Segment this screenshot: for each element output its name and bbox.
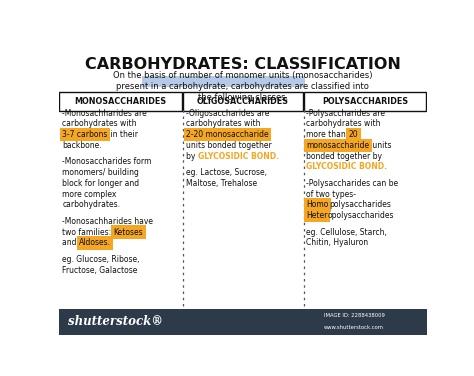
FancyBboxPatch shape xyxy=(303,92,426,111)
Text: -Polysaccharides are: -Polysaccharides are xyxy=(307,109,385,118)
Text: 3-7 carbons: 3-7 carbons xyxy=(62,130,108,139)
Text: units bonded together: units bonded together xyxy=(186,141,272,150)
Text: eg. Cellulose, Starch,: eg. Cellulose, Starch, xyxy=(307,227,387,237)
Text: backbone.: backbone. xyxy=(62,141,102,150)
Text: in their: in their xyxy=(108,130,137,139)
FancyBboxPatch shape xyxy=(59,92,182,111)
Text: Fructose, Galactose: Fructose, Galactose xyxy=(62,265,137,274)
Text: OLIGOSACCHARIDES: OLIGOSACCHARIDES xyxy=(197,97,289,106)
Text: www.shutterstock.com: www.shutterstock.com xyxy=(324,325,384,330)
Text: Maltose, Trehalose: Maltose, Trehalose xyxy=(186,179,257,188)
Text: Chitin, Hyaluron: Chitin, Hyaluron xyxy=(307,238,369,247)
Text: -Polysaccharides can be: -Polysaccharides can be xyxy=(307,179,399,188)
Text: the following classes.: the following classes. xyxy=(198,93,288,102)
Text: monomers/ building: monomers/ building xyxy=(62,168,139,177)
Text: polysaccharides: polysaccharides xyxy=(329,200,391,209)
Text: POLYSACCHARIDES: POLYSACCHARIDES xyxy=(322,97,408,106)
Text: Homo: Homo xyxy=(307,200,329,209)
Text: of two types-: of two types- xyxy=(307,190,356,199)
Text: -Monosachharides are: -Monosachharides are xyxy=(62,109,147,118)
Text: carbohydrates.: carbohydrates. xyxy=(62,200,120,209)
Text: IMAGE ID: 2288438009: IMAGE ID: 2288438009 xyxy=(324,313,384,318)
Text: -Monosachharides have: -Monosachharides have xyxy=(62,217,153,226)
Text: 20: 20 xyxy=(348,130,358,139)
Text: MONOSACCHARIDES: MONOSACCHARIDES xyxy=(75,97,167,106)
Text: On the basis of number of monomer units (monosaccharides): On the basis of number of monomer units … xyxy=(113,71,373,80)
Text: 2-20 monosaccharide: 2-20 monosaccharide xyxy=(186,130,269,139)
Text: monosaccharide: monosaccharide xyxy=(307,141,370,150)
Text: GLYCOSIDIC BOND.: GLYCOSIDIC BOND. xyxy=(198,152,279,161)
Text: present in a carbohydrate, carbohydrates are classified into: present in a carbohydrate, carbohydrates… xyxy=(117,82,369,91)
Text: Aldoses.: Aldoses. xyxy=(79,238,111,247)
Text: by: by xyxy=(186,152,198,161)
Text: GLYCOSIDIC BOND.: GLYCOSIDIC BOND. xyxy=(307,162,387,171)
Text: Ketoses: Ketoses xyxy=(114,227,143,237)
Text: units: units xyxy=(370,141,391,150)
Text: shutterstock®: shutterstock® xyxy=(68,315,164,328)
Text: more than: more than xyxy=(307,130,348,139)
Text: eg. Glucose, Ribose,: eg. Glucose, Ribose, xyxy=(62,255,140,264)
Text: block for longer and: block for longer and xyxy=(62,179,139,188)
Text: carbohydrates with: carbohydrates with xyxy=(186,119,261,128)
Text: opolysaccharides: opolysaccharides xyxy=(328,211,394,220)
Text: and: and xyxy=(62,238,79,247)
Text: -Monosaccharides form: -Monosaccharides form xyxy=(62,158,152,167)
Text: two families:: two families: xyxy=(62,227,114,237)
Text: bonded together by: bonded together by xyxy=(307,152,383,161)
Text: CARBOHYDRATES: CLASSIFICATION: CARBOHYDRATES: CLASSIFICATION xyxy=(85,57,401,72)
Bar xyxy=(142,76,305,87)
FancyBboxPatch shape xyxy=(183,92,303,111)
Bar xyxy=(59,309,427,335)
Text: eg. Lactose, Sucrose,: eg. Lactose, Sucrose, xyxy=(186,168,267,177)
Text: carbohydrates with: carbohydrates with xyxy=(62,119,137,128)
Text: -Oligosaccharides are: -Oligosaccharides are xyxy=(186,109,269,118)
Text: Heter: Heter xyxy=(307,211,328,220)
Text: more complex: more complex xyxy=(62,190,117,199)
Text: carbohydrates with: carbohydrates with xyxy=(307,119,381,128)
